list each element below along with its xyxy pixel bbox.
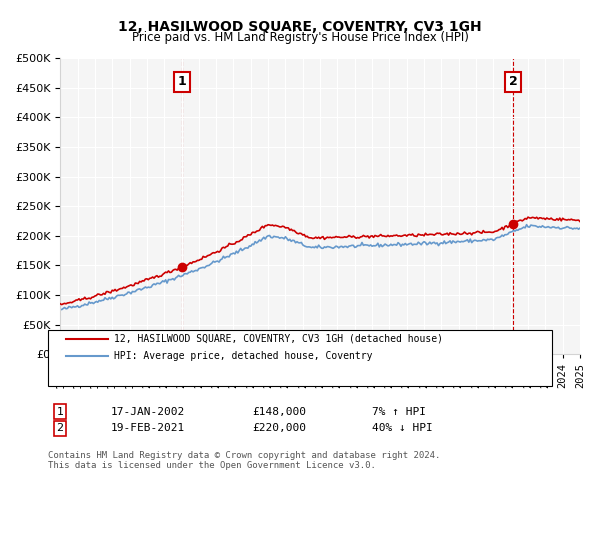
Text: 40% ↓ HPI: 40% ↓ HPI (372, 423, 433, 433)
Text: 19-FEB-2021: 19-FEB-2021 (111, 423, 185, 433)
Text: 1: 1 (56, 407, 64, 417)
Text: 1: 1 (178, 76, 187, 88)
Text: 2: 2 (56, 423, 64, 433)
Text: HPI: Average price, detached house, Coventry: HPI: Average price, detached house, Cove… (114, 351, 373, 361)
Text: Price paid vs. HM Land Registry's House Price Index (HPI): Price paid vs. HM Land Registry's House … (131, 31, 469, 44)
Text: £220,000: £220,000 (252, 423, 306, 433)
Text: 2: 2 (509, 76, 517, 88)
Text: 12, HASILWOOD SQUARE, COVENTRY, CV3 1GH (detached house): 12, HASILWOOD SQUARE, COVENTRY, CV3 1GH … (114, 334, 443, 344)
Text: 17-JAN-2002: 17-JAN-2002 (111, 407, 185, 417)
Text: 12, HASILWOOD SQUARE, COVENTRY, CV3 1GH: 12, HASILWOOD SQUARE, COVENTRY, CV3 1GH (118, 20, 482, 34)
Text: £148,000: £148,000 (252, 407, 306, 417)
Text: 7% ↑ HPI: 7% ↑ HPI (372, 407, 426, 417)
Text: Contains HM Land Registry data © Crown copyright and database right 2024.
This d: Contains HM Land Registry data © Crown c… (48, 451, 440, 470)
